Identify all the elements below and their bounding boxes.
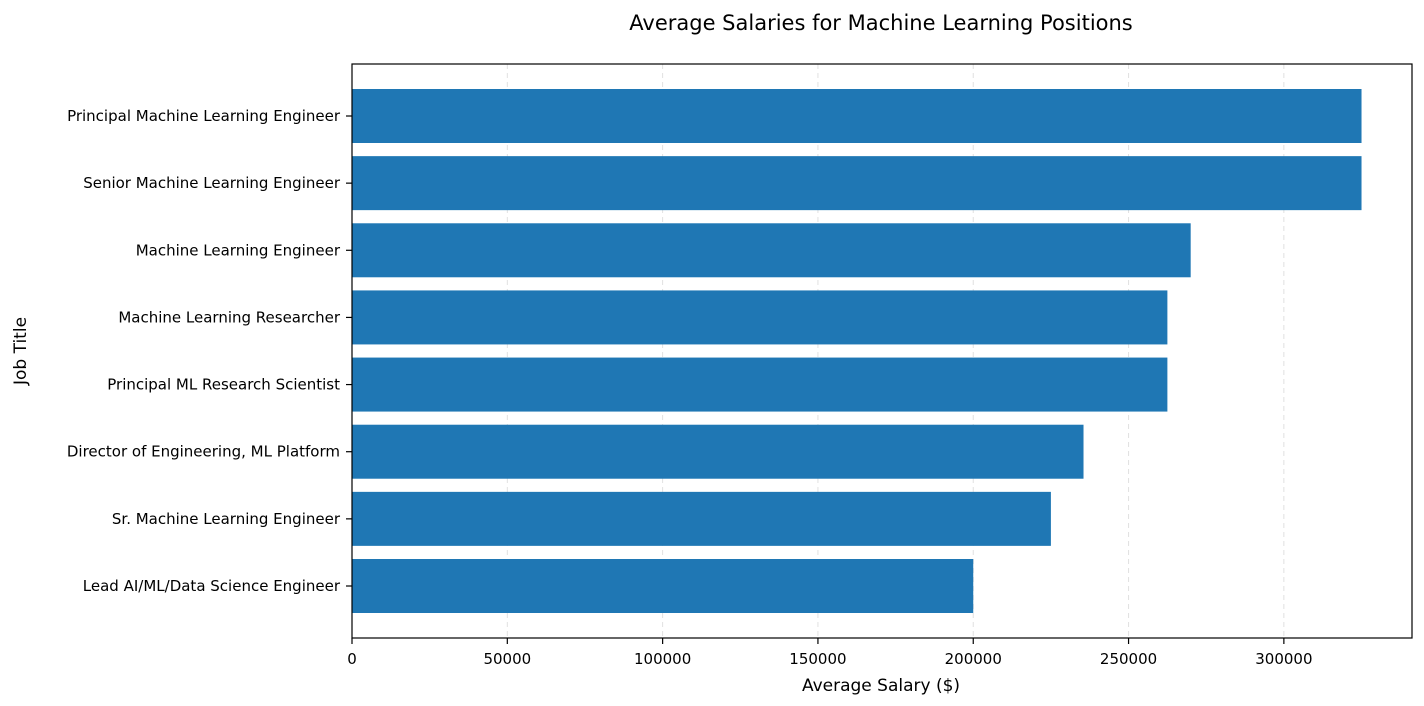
bar bbox=[352, 559, 974, 613]
x-axis-label: Average Salary ($) bbox=[802, 676, 960, 696]
y-tick-label: Machine Learning Researcher bbox=[118, 308, 340, 326]
bar bbox=[352, 89, 1362, 143]
x-tick-label: 300000 bbox=[1255, 650, 1312, 668]
x-axis-ticks: 0 50000 100000 150000 200000 250000 300000 bbox=[347, 638, 1313, 668]
bar bbox=[352, 156, 1362, 211]
y-axis-label: Job Title bbox=[11, 317, 31, 386]
bar bbox=[352, 491, 1051, 546]
y-tick-label: Lead AI/ML/Data Science Engineer bbox=[83, 577, 341, 595]
bar bbox=[352, 223, 1191, 278]
x-tick-label: 100000 bbox=[634, 650, 691, 668]
x-tick-label: 250000 bbox=[1100, 650, 1157, 668]
bar bbox=[352, 290, 1168, 345]
bar bbox=[352, 424, 1084, 479]
y-tick-label: Director of Engineering, ML Platform bbox=[67, 443, 340, 461]
x-tick-label: 0 bbox=[347, 650, 357, 668]
x-tick-label: 50000 bbox=[483, 650, 531, 668]
bar bbox=[352, 357, 1168, 412]
y-tick-label: Machine Learning Engineer bbox=[136, 241, 341, 259]
grid-layer bbox=[506, 64, 1285, 638]
plot-frame bbox=[351, 63, 1413, 639]
y-tick-label: Senior Machine Learning Engineer bbox=[83, 174, 341, 192]
x-tick-label: 200000 bbox=[945, 650, 1002, 668]
y-tick-label: Principal ML Research Scientist bbox=[107, 376, 340, 394]
y-axis-ticks: Principal Machine Learning Engineer Senio… bbox=[67, 107, 352, 595]
y-tick-label: Sr. Machine Learning Engineer bbox=[112, 510, 341, 528]
chart-title: Average Salaries for Machine Learning Po… bbox=[629, 11, 1133, 35]
x-tick-label: 150000 bbox=[789, 650, 846, 668]
bars-layer bbox=[352, 89, 1362, 613]
y-tick-label: Principal Machine Learning Engineer bbox=[67, 107, 341, 125]
